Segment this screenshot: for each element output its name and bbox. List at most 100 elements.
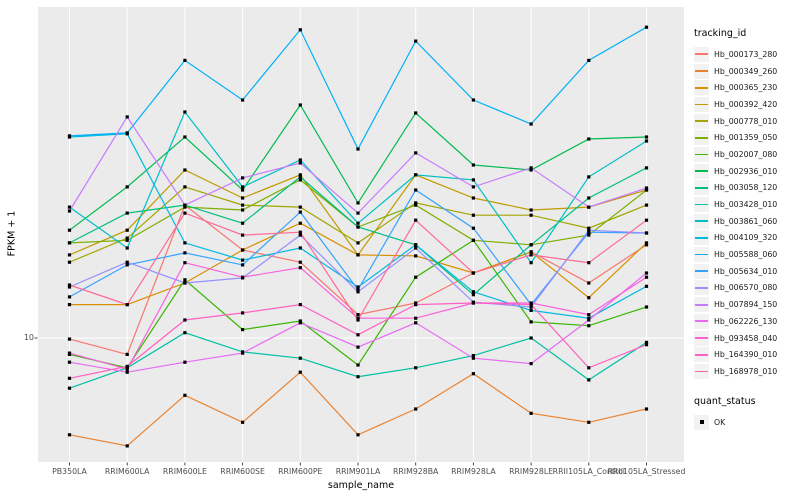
data-point xyxy=(298,210,302,214)
data-point xyxy=(183,360,187,364)
legend-item-Hb_002936_010: Hb_002936_010 xyxy=(694,163,798,180)
data-point xyxy=(125,303,129,307)
data-point xyxy=(356,221,360,225)
data-point xyxy=(471,271,475,275)
data-point xyxy=(241,311,245,315)
legend-key-swatch xyxy=(694,247,709,263)
data-point xyxy=(298,205,302,209)
data-point xyxy=(356,147,360,151)
data-point xyxy=(644,284,649,288)
data-point xyxy=(529,168,533,172)
data-point xyxy=(529,336,533,340)
data-point xyxy=(356,290,360,294)
x-tick-label: RRIM600LA xyxy=(105,467,150,476)
legend-key-line-icon xyxy=(695,220,708,223)
data-point xyxy=(298,175,302,179)
data-point xyxy=(414,203,418,207)
data-point xyxy=(471,290,475,294)
legend-key-line-icon xyxy=(695,270,708,273)
data-point xyxy=(414,201,418,205)
data-point xyxy=(356,285,360,289)
legend-key-line-icon xyxy=(695,153,708,156)
data-point xyxy=(125,364,129,368)
data-point xyxy=(241,248,245,252)
data-point xyxy=(298,319,302,323)
data-point xyxy=(529,166,533,170)
legend-item-quant-ok: OK xyxy=(694,414,798,431)
data-point xyxy=(587,281,591,285)
x-axis-title: sample_name xyxy=(327,480,395,491)
legend-key-line-icon xyxy=(695,353,708,356)
x-tick-label: RRIM928LA xyxy=(451,467,496,476)
data-point xyxy=(644,186,649,190)
legend-item-label: Hb_004109_320 xyxy=(714,233,778,243)
data-point xyxy=(471,196,475,200)
data-point xyxy=(587,175,591,179)
legend-item-Hb_062226_130: Hb_062226_130 xyxy=(694,313,798,330)
data-point xyxy=(644,305,649,309)
legend-key-line-icon xyxy=(695,337,708,339)
legend-title-quant-status: quant_status xyxy=(694,395,756,407)
data-point xyxy=(125,131,129,135)
data-point xyxy=(241,233,245,237)
legend-key-swatch xyxy=(694,197,709,213)
data-point xyxy=(125,444,129,448)
legend-item-Hb_004109_320: Hb_004109_320 xyxy=(694,230,798,247)
data-point xyxy=(298,28,302,32)
data-point xyxy=(241,176,245,180)
data-point xyxy=(241,208,245,212)
data-point xyxy=(241,328,245,332)
legend-key-line-icon xyxy=(695,237,708,239)
legend-key-line-icon xyxy=(695,120,708,122)
data-point xyxy=(298,103,302,107)
data-point xyxy=(67,241,72,245)
legend-key-line-icon xyxy=(695,320,708,323)
data-point xyxy=(356,363,360,367)
legend-item-label: Hb_003058_120 xyxy=(714,183,778,193)
data-point xyxy=(241,258,245,262)
x-tick-label: RRIM928BA xyxy=(393,467,439,476)
data-point xyxy=(356,225,360,229)
data-point xyxy=(587,226,591,230)
data-point xyxy=(183,211,187,215)
legend-item-label: Hb_005634_010 xyxy=(714,266,778,276)
data-point xyxy=(644,188,649,192)
data-point xyxy=(644,166,649,170)
legend-item-Hb_000392_420: Hb_000392_420 xyxy=(694,96,798,113)
legend-key-line-icon xyxy=(695,53,708,56)
data-point xyxy=(298,266,302,270)
data-point xyxy=(67,253,72,257)
data-point xyxy=(125,246,129,250)
data-point xyxy=(356,313,360,317)
data-point xyxy=(414,246,418,250)
legend-tracking-items: Hb_000173_280 Hb_000349_260 Hb_000365_230 H… xyxy=(694,46,798,380)
data-point xyxy=(529,208,533,212)
legend-item-Hb_005588_060: Hb_005588_060 xyxy=(694,246,798,263)
data-point xyxy=(414,188,418,192)
legend-item-Hb_000365_230: Hb_000365_230 xyxy=(694,79,798,96)
data-point xyxy=(125,260,129,264)
x-tick-label: RRII105LA_Control xyxy=(553,467,625,476)
x-tick-label: RRIM928LE xyxy=(509,467,553,476)
data-point xyxy=(414,254,418,258)
data-point xyxy=(414,173,418,177)
data-point xyxy=(298,161,302,165)
data-point xyxy=(529,250,533,254)
legend-item-label: Hb_002936_010 xyxy=(714,166,778,176)
data-point xyxy=(67,283,72,287)
legend-item-label: Hb_000365_230 xyxy=(714,83,778,93)
legend-item-Hb_003058_120: Hb_003058_120 xyxy=(694,180,798,197)
data-point xyxy=(644,203,649,207)
legend: tracking_id Hb_000173_280 Hb_000349_260 Hb… xyxy=(694,28,798,430)
data-point xyxy=(241,196,245,200)
data-point xyxy=(587,378,591,382)
x-tick-label: RRIM600LE xyxy=(163,467,207,476)
legend-key-swatch xyxy=(694,230,709,246)
quant-ok-key-swatch xyxy=(694,414,709,430)
data-point xyxy=(529,122,533,126)
data-point xyxy=(356,433,360,437)
data-point xyxy=(471,185,475,189)
data-point xyxy=(298,173,302,177)
